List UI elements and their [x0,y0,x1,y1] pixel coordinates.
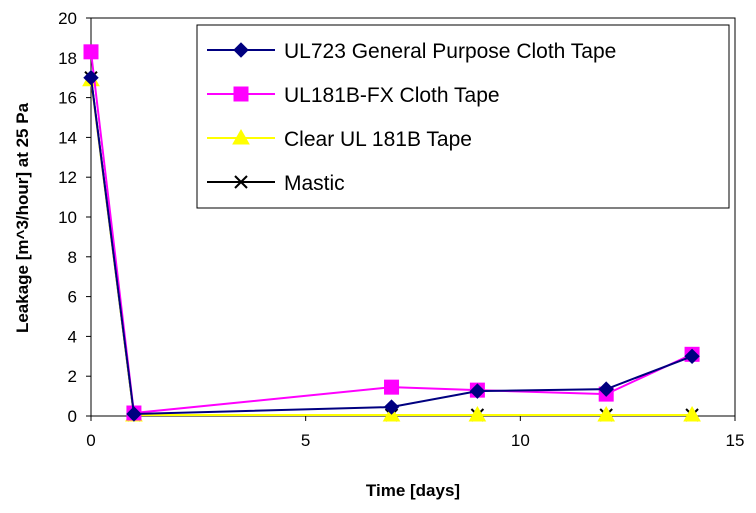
legend-marker [234,175,248,189]
y-tick-label: 14 [58,128,77,147]
y-tick-label: 16 [58,89,77,108]
series-line [90,77,693,416]
legend-marker [232,128,250,145]
x-tick-label: 15 [726,431,745,450]
y-tick-label: 0 [68,407,77,426]
x-marker-stroke [234,175,248,189]
legend-item: UL723 General Purpose Cloth Tape [207,40,616,63]
y-tick-label: 6 [68,288,77,307]
data-point [384,379,400,395]
data-point [83,69,99,86]
legend-label: Mastic [284,172,345,195]
legend-marker [233,86,249,102]
y-tick-label: 10 [58,208,77,227]
legend-item: UL181B-FX Cloth Tape [207,84,500,107]
series-layer [82,44,701,422]
y-tick-label: 8 [68,248,77,267]
data-point [468,405,487,422]
legend-label: Clear UL 181B Tape [284,128,472,151]
x-axis-title: Time [days] [366,481,460,500]
legend-label: UL181B-FX Cloth Tape [284,84,500,107]
y-tick-label: 18 [58,49,77,68]
y-tick-label: 12 [58,168,77,187]
legend-marker [233,42,249,58]
y-tick-label: 4 [68,327,77,346]
data-point [383,399,400,415]
data-point [83,44,99,60]
x-tick-label: 0 [86,431,95,450]
data-point [126,406,142,422]
legend: UL723 General Purpose Cloth Tape UL181B-F… [196,24,730,209]
data-point [469,383,486,399]
x-tick-label: 5 [301,431,310,450]
x-axis: 0 5 10 15 [86,416,744,450]
y-tick-label: 2 [68,367,77,386]
data-point [684,348,700,365]
legend-item: Mastic [207,172,345,195]
data-point [597,405,616,422]
legend-item: Clear UL 181B Tape [207,128,472,151]
y-axis-title: Leakage [m^3/hour] at 25 Pa [13,102,32,333]
x-tick-label: 10 [511,431,530,450]
y-tick-label: 20 [58,9,77,28]
series-1 [83,69,700,422]
legend-label: UL723 General Purpose Cloth Tape [284,40,616,63]
data-point [683,405,701,422]
data-point [598,381,614,397]
legend-box [196,24,730,209]
